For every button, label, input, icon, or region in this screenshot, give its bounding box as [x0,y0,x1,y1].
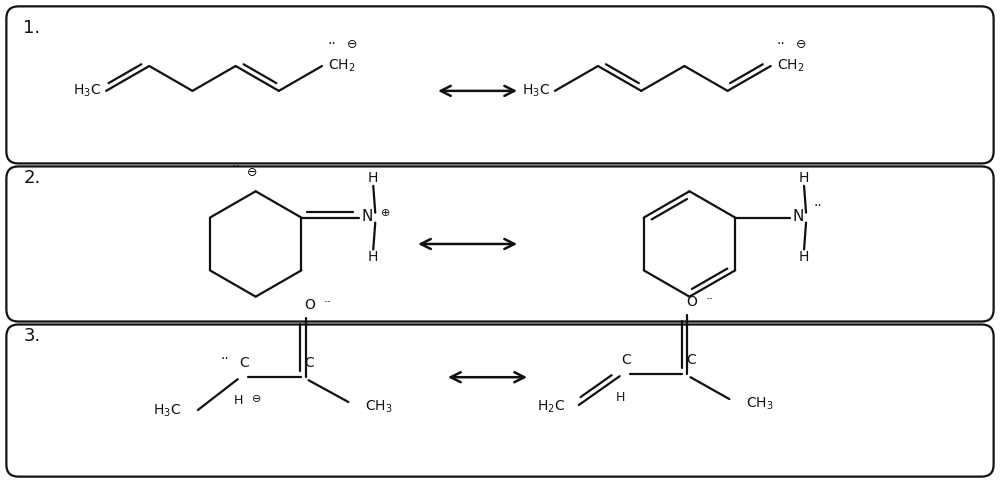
Text: ⊖: ⊖ [246,167,257,180]
Text: H$_3$C: H$_3$C [73,83,101,99]
Text: 2.: 2. [23,169,41,187]
Text: 3.: 3. [23,327,41,346]
Text: H$_2$C: H$_2$C [537,399,565,415]
Text: C: C [621,353,631,367]
Text: ··: ·· [328,37,337,51]
Text: C: C [687,353,696,367]
Text: ··: ·· [814,199,822,213]
Text: C: C [305,356,314,370]
Text: H: H [799,251,809,264]
Text: H: H [234,394,243,407]
Text: ⊖: ⊖ [347,37,357,51]
Text: O: O [686,295,697,309]
Text: ··: ·· [220,352,229,366]
Text: H$_3$C: H$_3$C [153,403,181,419]
Text: CH$_3$: CH$_3$ [365,399,393,415]
Text: N: N [792,209,803,224]
Text: H: H [368,171,378,185]
Text: CH$_2$: CH$_2$ [777,58,804,74]
Text: H: H [368,251,378,264]
Text: ⊕: ⊕ [381,208,391,217]
Text: H: H [616,391,625,404]
Text: CH$_2$: CH$_2$ [328,58,355,74]
Text: ··: ·· [705,293,713,306]
Text: ··: ·· [231,160,240,174]
Text: O: O [304,298,315,312]
Text: 1.: 1. [23,19,40,37]
Text: ··: ·· [323,296,331,309]
Text: ··: ·· [777,37,785,51]
Text: H: H [799,171,809,185]
Text: N: N [361,209,373,224]
Text: ⊖: ⊖ [795,37,806,51]
Text: ⊖: ⊖ [252,394,261,404]
Text: CH$_3$: CH$_3$ [746,396,774,412]
Text: H$_3$C: H$_3$C [522,83,550,99]
Text: C: C [239,356,249,370]
